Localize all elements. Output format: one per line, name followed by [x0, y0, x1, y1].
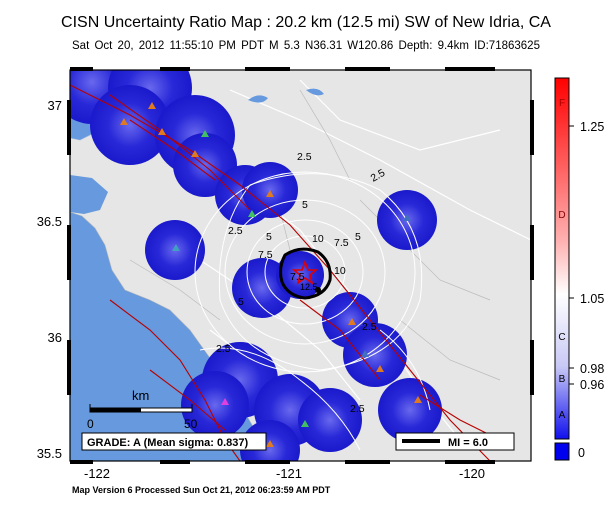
colorbar-zero: 0 [578, 446, 585, 460]
contour-label: 10 [312, 233, 324, 245]
epicenter-star [291, 259, 319, 285]
colorbar-value: 1.25 [580, 120, 604, 134]
colorbar-letter: A [559, 410, 566, 421]
contour-label: 2.5 [216, 343, 231, 355]
colorbar-letter: B [559, 374, 566, 385]
lake [248, 95, 268, 103]
lat-tick: 36.5 [37, 214, 62, 229]
contour-label: 2.5 [350, 403, 365, 415]
colorbar-value: 0.96 [580, 378, 604, 392]
lon-tick: -122 [84, 466, 110, 481]
contour-label: 2.5 [362, 321, 377, 333]
lat-axis: 37 36.5 36 35.5 [37, 98, 62, 461]
contour-label: 5 [266, 231, 272, 243]
colorbar-value: 1.05 [580, 292, 604, 306]
map-footer: Map Version 6 Processed Sun Oct 21, 2012… [72, 485, 331, 495]
colorbar-letter: D [558, 210, 565, 221]
stations [120, 102, 422, 447]
lon-tick: -120 [459, 466, 485, 481]
colorbar-letter: C [558, 332, 565, 343]
mi-contour [279, 247, 332, 300]
lake [306, 88, 324, 96]
lon-tick: -121 [276, 466, 302, 481]
scale-bar: km 0 50 [87, 388, 198, 431]
contour-label: 2.5 [228, 225, 243, 237]
scale-unit: km [132, 388, 149, 403]
contour-label: 2.5 [297, 151, 312, 163]
grade-box: GRADE: A (Mean sigma: 0.837) [81, 432, 267, 451]
contour-label: 7.5 [290, 271, 305, 283]
scale-start: 0 [87, 417, 94, 431]
colorbar-letter: F [559, 98, 565, 109]
colorbar-value: 0.98 [580, 362, 604, 376]
colorbar: F D C B A 1.25 1.05 0.98 0.96 0 [554, 77, 604, 461]
contour-label: 12.5 [300, 282, 318, 292]
lat-tick: 36 [48, 330, 62, 345]
map-area: 2.5 2.5 2.5 2.5 2.5 5 5 5 5 7.5 7.5 7.5 … [70, 70, 531, 461]
map-frame [67, 67, 534, 464]
lon-axis: -122 -121 -120 [84, 466, 485, 481]
contour-label: 5 [302, 199, 308, 211]
map-subtitle: Sat Oct 20, 2012 11:55:10 PM PDT M 5.3 N… [72, 40, 540, 52]
lat-tick: 35.5 [37, 446, 62, 461]
map-title: CISN Uncertainty Ratio Map : 20.2 km (12… [61, 14, 551, 31]
contour-label: 5 [238, 296, 244, 308]
mi-legend-text: MI = 6.0 [448, 437, 488, 449]
mi-legend: MI = 6.0 [395, 432, 515, 451]
contour-label: 10 [334, 265, 346, 277]
scale-end: 50 [184, 417, 198, 431]
contour-label: 5 [355, 231, 361, 243]
lat-tick: 37 [48, 98, 62, 113]
grade-text: GRADE: A (Mean sigma: 0.837) [87, 437, 249, 449]
contour-label: 7.5 [258, 249, 273, 261]
epicenter-dot [315, 287, 321, 293]
contour-label: 7.5 [334, 237, 349, 249]
monterey-bay [70, 175, 108, 214]
